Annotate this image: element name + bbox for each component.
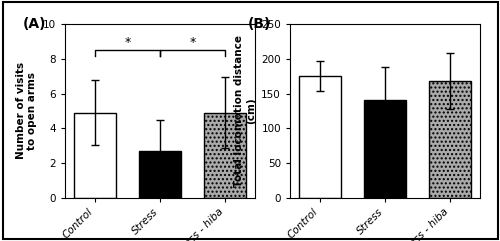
Bar bbox=[429, 81, 472, 198]
Text: *: * bbox=[124, 36, 130, 49]
Bar bbox=[204, 113, 246, 198]
Bar bbox=[139, 151, 181, 198]
Bar bbox=[74, 113, 116, 198]
Text: (A): (A) bbox=[23, 17, 46, 31]
Text: (B): (B) bbox=[248, 17, 272, 31]
Y-axis label: Total locomotion distance
(cm): Total locomotion distance (cm) bbox=[234, 35, 256, 187]
Text: *: * bbox=[190, 36, 196, 49]
Y-axis label: Number of visits
to open arms: Number of visits to open arms bbox=[16, 62, 38, 160]
Bar bbox=[364, 100, 406, 198]
Bar bbox=[298, 76, 341, 198]
